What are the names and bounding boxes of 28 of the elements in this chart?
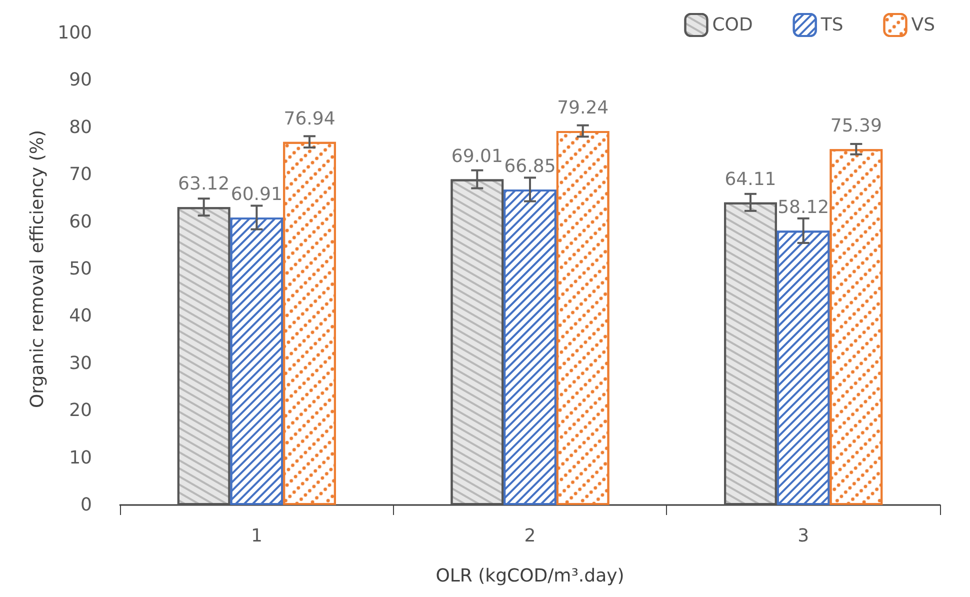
y-tick-label: 90 (69, 70, 92, 91)
legend-label: COD (712, 14, 753, 36)
data-label: 60.91 (230, 184, 282, 206)
x-tick-label: 1 (250, 526, 262, 546)
x-tick-label: 2 (524, 526, 536, 546)
data-label: 79.24 (557, 97, 609, 118)
x-axis-title: OLR (kgCOD/m³.day) (436, 566, 624, 586)
y-tick-label: 30 (69, 352, 92, 374)
y-tick-label: 50 (69, 258, 92, 280)
legend-label: VS (911, 14, 936, 36)
y-tick-label: 70 (69, 164, 92, 186)
data-label: 76.94 (284, 108, 336, 130)
data-label: 66.85 (504, 156, 556, 177)
y-axis-title: Organic removal efficiency (%) (27, 130, 48, 408)
y-tick-label: 80 (69, 116, 92, 138)
y-tick-label: 100 (58, 22, 92, 44)
data-label: 64.11 (724, 168, 776, 190)
data-label: 75.39 (830, 116, 882, 137)
data-label: 63.12 (178, 174, 230, 195)
data-label: 69.01 (451, 146, 503, 167)
data-label: 58.12 (778, 197, 830, 218)
y-tick-label: 40 (69, 306, 92, 327)
y-tick-label: 10 (69, 447, 92, 468)
y-tick-label: 60 (69, 211, 92, 232)
y-tick-label: 0 (80, 494, 92, 516)
y-tick-label: 20 (69, 400, 92, 422)
x-tick-label: 3 (798, 526, 810, 546)
legend-label: TS (820, 14, 844, 36)
